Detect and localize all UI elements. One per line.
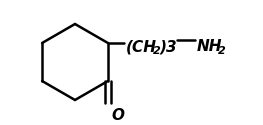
- Text: 2: 2: [153, 46, 161, 56]
- Text: )3: )3: [159, 40, 176, 54]
- Text: O: O: [112, 108, 124, 123]
- Text: 2: 2: [218, 46, 226, 56]
- Text: (CH: (CH: [126, 40, 157, 54]
- Text: NH: NH: [197, 40, 222, 54]
